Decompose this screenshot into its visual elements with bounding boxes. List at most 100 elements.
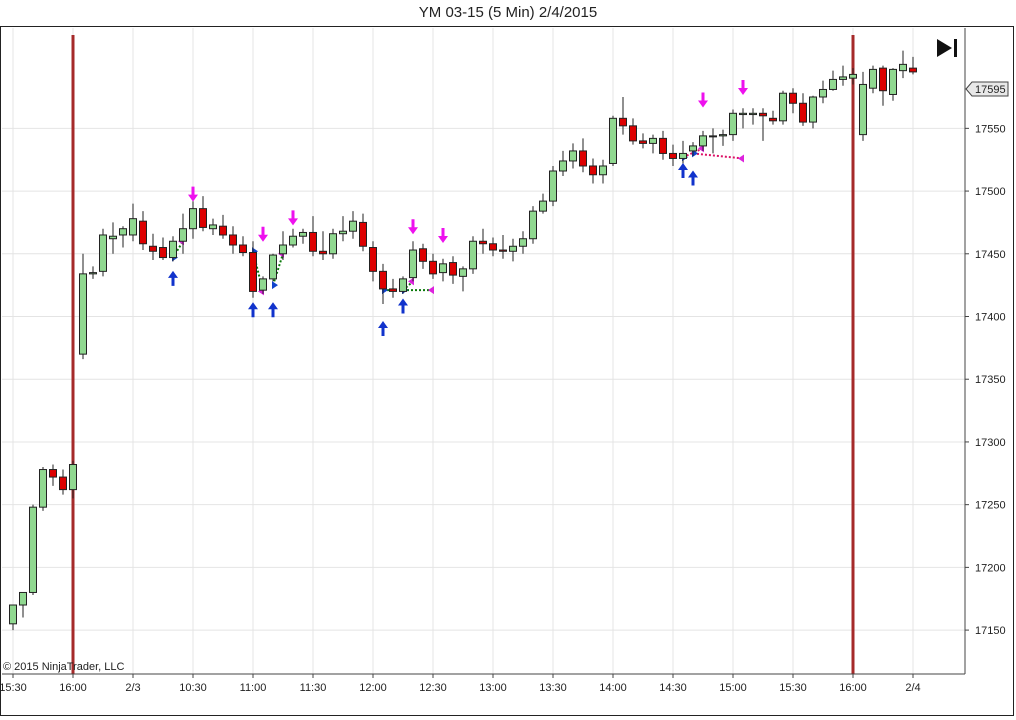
candle-up <box>559 160 567 172</box>
last-price-marker: 17595 <box>965 81 1009 97</box>
candle-up <box>339 230 347 235</box>
x-tick-label: 16:00 <box>59 682 87 694</box>
candle-down <box>759 112 767 117</box>
trade-connector <box>272 253 284 286</box>
candle-up <box>729 112 737 136</box>
candle-down <box>379 270 387 290</box>
candle-up <box>189 208 197 230</box>
candle-down <box>139 220 147 245</box>
candle-up <box>699 135 707 147</box>
candles <box>9 50 917 631</box>
candle-down <box>369 247 377 272</box>
sell-arrow-icon <box>698 92 708 108</box>
candle-up <box>539 200 547 212</box>
signals <box>168 79 748 337</box>
candle-up <box>349 220 357 232</box>
chart-title: YM 03-15 (5 Min) 2/4/2015 <box>418 4 598 21</box>
candle-up <box>289 235 297 246</box>
candle-up <box>269 254 277 280</box>
candle-up <box>79 273 87 355</box>
x-tick-label: 2/3 <box>125 682 140 694</box>
connector-end-marker <box>738 154 744 163</box>
candle-down <box>49 469 57 478</box>
candle-down <box>309 231 317 252</box>
trade-connector <box>172 240 184 259</box>
candle-up <box>679 152 687 159</box>
buy-arrow-icon <box>248 302 258 318</box>
x-tick-label: 15:30 <box>779 682 807 694</box>
axes: 17150 17200 17250 17300 17350 17400 17450 17500… <box>0 28 1006 694</box>
candle-up <box>439 263 447 274</box>
y-tick-label: 17250 <box>975 500 1006 512</box>
x-tick-label: 15:00 <box>719 682 747 694</box>
candle-up <box>39 469 47 508</box>
candle-down <box>799 102 807 123</box>
candle-up <box>819 88 827 98</box>
candle-up <box>709 135 717 138</box>
copyright-notice: © 2015 NinjaTrader, LLC <box>3 661 125 673</box>
candle-down <box>229 234 237 246</box>
candle-up <box>649 137 657 144</box>
y-tick-label: 17350 <box>975 374 1006 386</box>
candle-down <box>199 208 207 228</box>
buy-arrow-icon <box>688 170 698 186</box>
x-tick-label: 2/4 <box>905 682 920 694</box>
candle-down <box>909 67 917 73</box>
y-tick-label: 17200 <box>975 562 1006 574</box>
skip-to-end-icon[interactable] <box>934 37 960 59</box>
candle-up <box>119 228 127 236</box>
candle-up <box>179 228 187 242</box>
last-price-label: 17595 <box>975 84 1006 96</box>
connector-start-marker <box>272 281 278 290</box>
candle-up <box>279 244 287 255</box>
candle-down <box>579 150 587 167</box>
candle-up <box>109 235 117 240</box>
candle-up <box>329 233 337 255</box>
candle-up <box>739 112 747 116</box>
candle-down <box>389 288 397 292</box>
trade-connector <box>252 251 264 292</box>
candle-up <box>9 604 17 625</box>
trade-connectors <box>172 144 744 296</box>
y-tick-label: 17300 <box>975 437 1006 449</box>
candle-down <box>419 248 427 262</box>
candle-down <box>249 252 257 292</box>
x-tick-label: 15:30 <box>0 682 27 694</box>
candle-down <box>499 249 507 252</box>
chart-panel[interactable] <box>0 26 1014 716</box>
candle-up <box>69 464 77 491</box>
buy-arrow-icon <box>678 162 688 178</box>
buy-arrow-icon <box>268 302 278 318</box>
candle-down <box>219 225 227 236</box>
candle-up <box>89 272 97 275</box>
candle-up <box>689 145 697 152</box>
candle-up <box>399 278 407 292</box>
candle-down <box>239 244 247 254</box>
y-tick-label: 17450 <box>975 249 1006 261</box>
candle-up <box>129 218 137 236</box>
sell-arrow-icon <box>738 79 748 95</box>
candle-up <box>779 92 787 122</box>
candle-up <box>839 76 847 80</box>
candle-up <box>749 112 757 116</box>
candle-down <box>319 250 327 255</box>
sell-arrow-icon <box>258 226 268 242</box>
candle-down <box>479 240 487 245</box>
trade-connector <box>692 152 744 160</box>
session-breaks <box>71 35 855 674</box>
candle-up <box>549 170 557 202</box>
grid <box>2 28 965 674</box>
candle-up <box>809 96 817 123</box>
x-tick-label: 12:30 <box>419 682 447 694</box>
x-tick-label: 14:30 <box>659 682 687 694</box>
candle-up <box>859 83 867 136</box>
candle-up <box>299 231 307 237</box>
candle-up <box>29 506 37 593</box>
candle-up <box>409 249 417 279</box>
candle-down <box>659 137 667 154</box>
candle-up <box>469 240 477 270</box>
candle-up <box>529 210 537 240</box>
x-tick-label: 10:30 <box>179 682 207 694</box>
candle-up <box>509 245 517 252</box>
